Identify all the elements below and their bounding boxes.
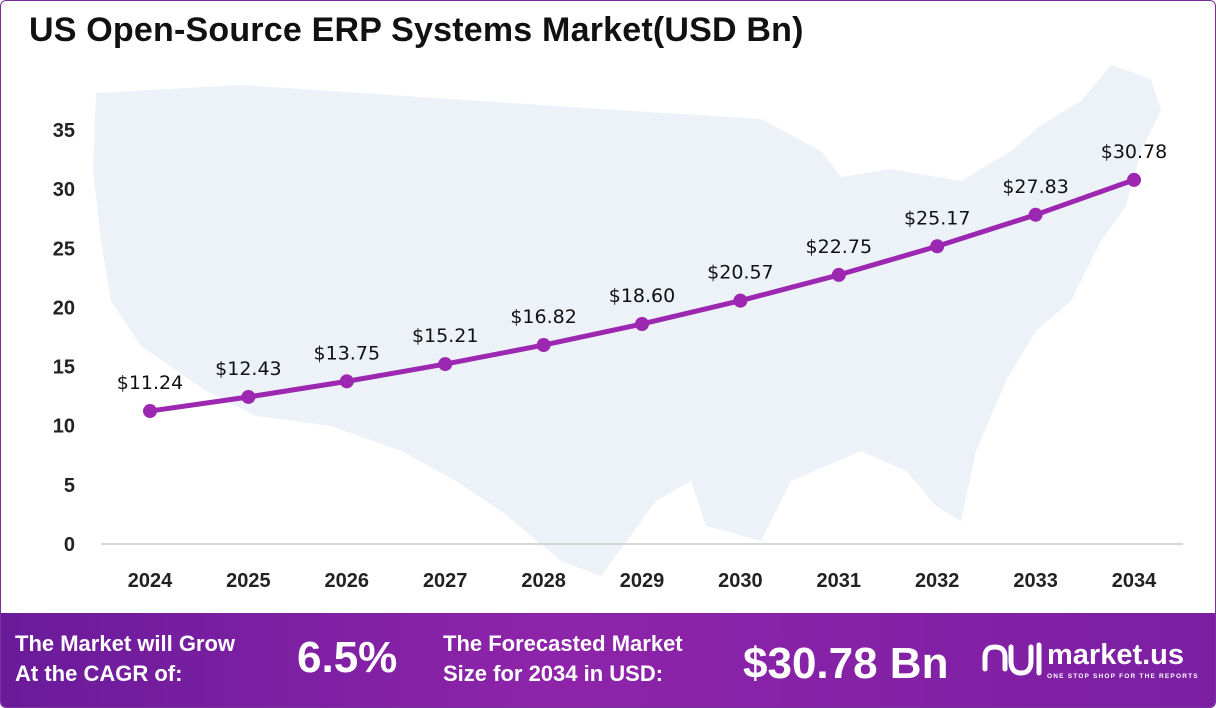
chart-title: US Open-Source ERP Systems Market(USD Bn… — [29, 11, 804, 49]
footer-banner: The Market will Grow At the CAGR of: 6.5… — [1, 613, 1215, 707]
data-label: $30.78 — [1101, 141, 1167, 163]
data-point — [1028, 207, 1043, 222]
x-tick-label: 2030 — [718, 570, 763, 592]
brand-name: market.us — [1047, 639, 1185, 671]
data-point — [339, 374, 354, 389]
y-tick-label: 10 — [53, 416, 75, 438]
forecast-label-line1: The Forecasted Market — [443, 631, 683, 656]
x-tick-label: 2028 — [521, 570, 566, 592]
brand-tagline: ONE STOP SHOP FOR THE REPORTS — [1047, 673, 1199, 680]
data-point — [1127, 172, 1141, 187]
data-point — [635, 316, 649, 331]
data-point — [241, 389, 256, 404]
cagr-value: 6.5% — [297, 633, 398, 682]
data-label: $18.60 — [609, 285, 675, 307]
cagr-label-line2: At the CAGR of: — [15, 661, 183, 686]
x-tick-label: 2025 — [226, 570, 271, 592]
x-tick-label: 2034 — [1112, 570, 1157, 592]
data-point — [438, 357, 453, 372]
y-tick-label: 0 — [64, 534, 75, 556]
y-tick-label: 25 — [53, 238, 75, 260]
y-tick-label: 15 — [53, 357, 75, 379]
x-tick-label: 2024 — [128, 570, 173, 592]
y-tick-label: 5 — [64, 475, 75, 497]
data-label: $20.57 — [707, 262, 773, 284]
x-tick-label: 2029 — [620, 570, 665, 592]
y-tick-label: 30 — [53, 179, 75, 201]
data-label: $12.43 — [215, 358, 281, 380]
data-label: $25.17 — [904, 207, 970, 229]
data-label: $22.75 — [806, 236, 872, 258]
x-tick-label: 2033 — [1013, 570, 1058, 592]
forecast-value: $30.78 Bn — [743, 639, 949, 688]
data-label: $15.21 — [412, 325, 478, 347]
data-point — [143, 404, 157, 419]
data-points — [143, 172, 1141, 419]
x-tick-label: 2032 — [915, 570, 960, 592]
market-us-logo-icon — [982, 642, 1042, 676]
forecast-label-line2: Size for 2034 in USD: — [443, 661, 664, 686]
data-label: $13.75 — [314, 342, 380, 364]
data-label: $11.24 — [117, 372, 183, 394]
data-point — [536, 338, 551, 353]
y-tick-label: 35 — [53, 120, 75, 142]
data-point — [930, 239, 945, 254]
y-tick-label: 20 — [53, 297, 75, 319]
data-labels: $11.24 $12.43 $13.75 $15.21 $16.82 $18.60 $20.… — [117, 141, 1167, 394]
x-tick-label: 2027 — [423, 570, 468, 592]
y-axis-ticks: 0 5 10 15 20 25 30 35 — [53, 120, 75, 556]
data-point — [831, 267, 846, 282]
data-point — [733, 293, 748, 308]
data-label: $16.82 — [510, 306, 576, 328]
us-map-background — [93, 65, 1161, 576]
cagr-label-line1: The Market will Grow — [15, 631, 236, 656]
data-label: $27.83 — [1002, 176, 1068, 198]
x-axis-ticks: 2024 2025 2026 2027 2028 2029 2030 2031 2032 2033… — [128, 570, 1157, 592]
x-tick-label: 2031 — [817, 570, 862, 592]
x-tick-label: 2026 — [325, 570, 370, 592]
